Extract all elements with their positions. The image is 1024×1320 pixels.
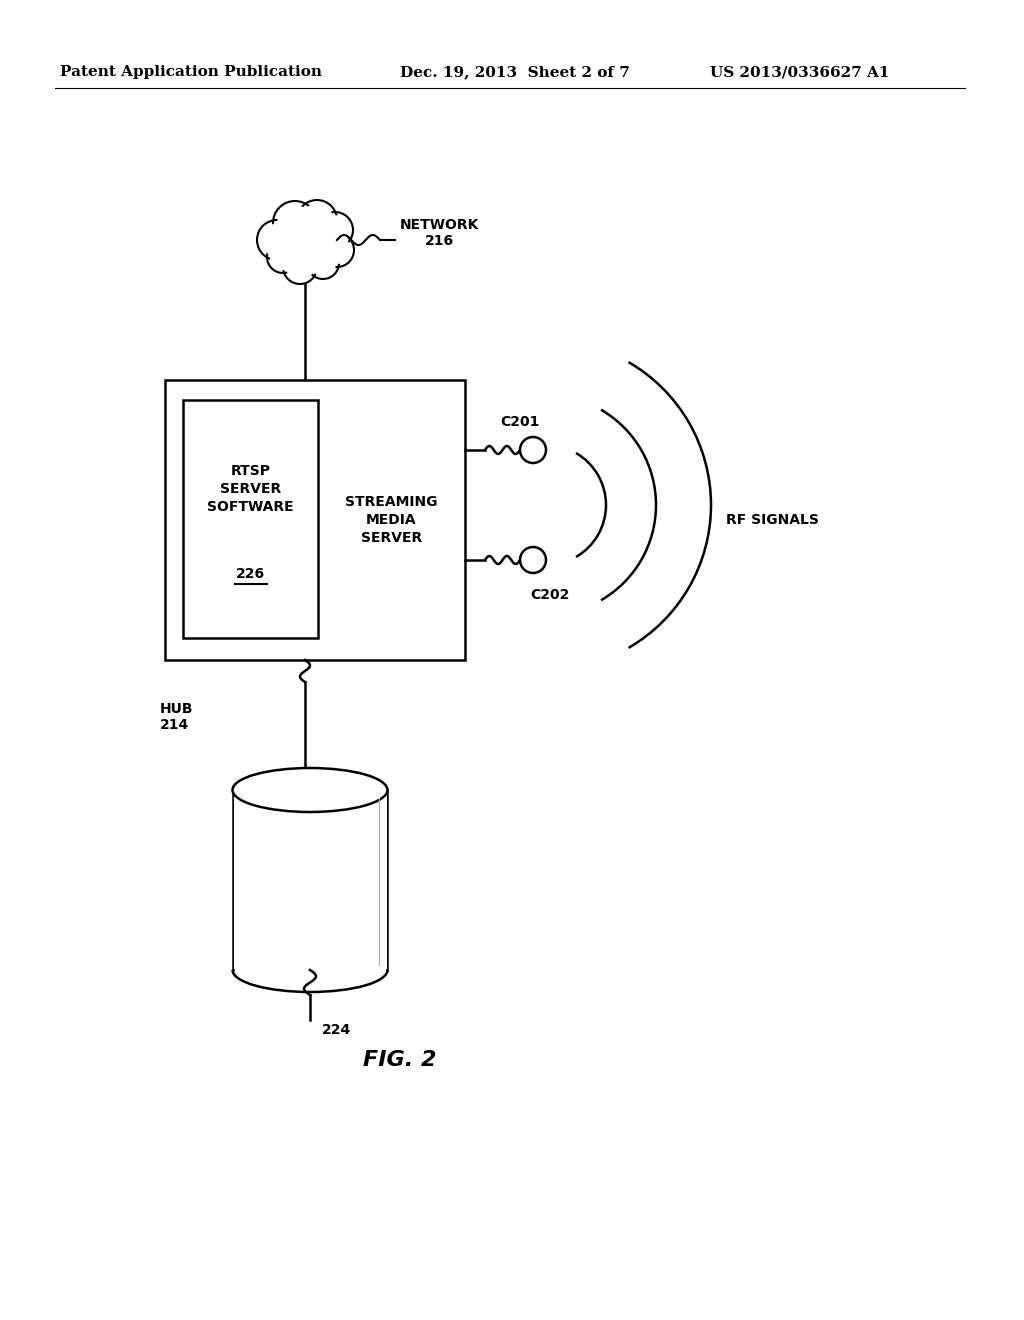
Text: RTSP
SERVER
SOFTWARE: RTSP SERVER SOFTWARE xyxy=(207,463,294,515)
Text: C201: C201 xyxy=(501,414,540,429)
Text: STREAMING
MEDIA
SERVER: STREAMING MEDIA SERVER xyxy=(345,495,437,545)
Circle shape xyxy=(319,234,354,267)
Text: NETWORK
216: NETWORK 216 xyxy=(400,218,479,248)
Circle shape xyxy=(297,201,337,240)
Text: RF SIGNALS: RF SIGNALS xyxy=(726,513,819,527)
Circle shape xyxy=(324,236,350,263)
Circle shape xyxy=(270,244,296,269)
Circle shape xyxy=(261,224,293,256)
Bar xyxy=(234,791,387,969)
Ellipse shape xyxy=(232,768,387,812)
Text: FIG. 2: FIG. 2 xyxy=(364,1049,437,1071)
Bar xyxy=(165,380,465,660)
Circle shape xyxy=(283,249,317,284)
Circle shape xyxy=(520,437,546,463)
Circle shape xyxy=(310,251,336,276)
Circle shape xyxy=(267,242,299,273)
Circle shape xyxy=(257,220,297,260)
Text: Dec. 19, 2013  Sheet 2 of 7: Dec. 19, 2013 Sheet 2 of 7 xyxy=(400,65,630,79)
Circle shape xyxy=(273,201,317,246)
Text: 226: 226 xyxy=(236,568,265,581)
Text: 224: 224 xyxy=(322,1023,351,1038)
Bar xyxy=(183,400,318,638)
Circle shape xyxy=(317,213,353,248)
Circle shape xyxy=(307,247,339,279)
Circle shape xyxy=(278,206,312,240)
Circle shape xyxy=(321,216,349,244)
Text: HUB
214: HUB 214 xyxy=(160,702,194,733)
Circle shape xyxy=(520,546,546,573)
Circle shape xyxy=(301,205,333,235)
Text: Patent Application Publication: Patent Application Publication xyxy=(60,65,322,79)
Circle shape xyxy=(287,253,313,280)
Text: US 2013/0336627 A1: US 2013/0336627 A1 xyxy=(710,65,890,79)
Text: C202: C202 xyxy=(530,587,569,602)
Circle shape xyxy=(278,216,333,273)
